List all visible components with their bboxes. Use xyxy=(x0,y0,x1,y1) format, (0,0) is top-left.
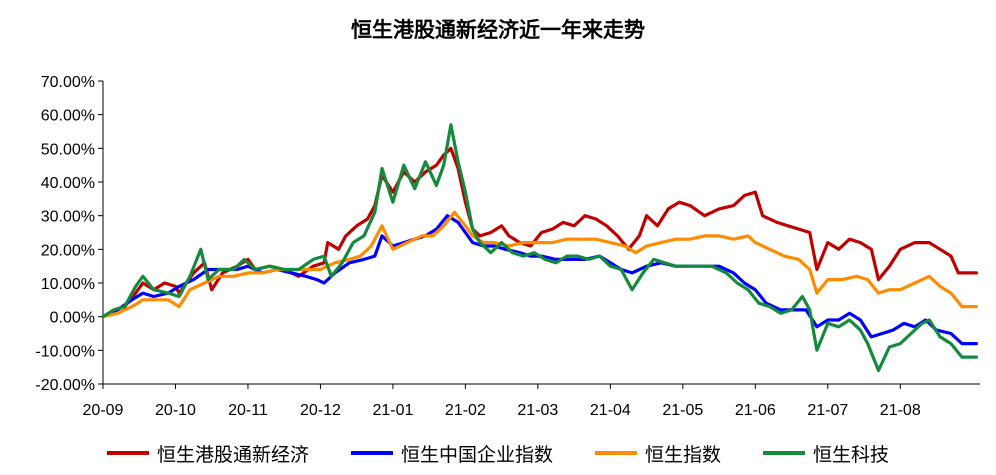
y-tick-label: 10.00% xyxy=(41,276,95,293)
x-tick-label: 21-08 xyxy=(880,402,921,419)
legend-item: 恒生港股通新经济 xyxy=(106,440,309,467)
series-line-3 xyxy=(101,123,978,373)
y-tick-label: 20.00% xyxy=(41,242,95,259)
x-tick-label: 21-03 xyxy=(517,402,558,419)
x-tick-label: 21-01 xyxy=(372,402,413,419)
legend-item: 恒生中国企业指数 xyxy=(350,440,553,467)
legend-label: 恒生中国企业指数 xyxy=(400,443,553,466)
series-line-2 xyxy=(101,210,978,319)
legend-label: 恒生科技 xyxy=(813,443,890,466)
legend-item: 恒生科技 xyxy=(763,440,889,467)
legend-swatch xyxy=(763,451,806,455)
legend: 恒生港股通新经济 恒生中国企业指数 恒生指数 恒生科技 xyxy=(0,438,996,468)
legend-label: 恒生指数 xyxy=(645,443,722,466)
legend-item: 恒生指数 xyxy=(595,440,721,467)
chart-title: 恒生港股通新经济近一年来走势 xyxy=(351,18,645,42)
x-tick-label: 20-11 xyxy=(228,402,268,419)
x-tick-label: 21-02 xyxy=(445,402,486,419)
line-chart: 70.00% 60.00% 50.00% 40.00% 30.00% 20.00% 10.0… xyxy=(35,74,980,419)
x-tick-label: 20-12 xyxy=(300,402,341,419)
axes: 70.00% 60.00% 50.00% 40.00% 30.00% 20.00% 10.0… xyxy=(35,74,980,419)
x-tick-label: 21-06 xyxy=(735,402,776,419)
legend-swatch xyxy=(350,451,393,455)
y-tick-label: -10.00% xyxy=(35,343,95,360)
y-tick-label: 50.00% xyxy=(41,141,95,158)
x-tick-label: 21-07 xyxy=(807,402,848,419)
legend-swatch xyxy=(106,451,149,455)
y-tick-label: -20.00% xyxy=(35,377,95,394)
y-tick-label: 40.00% xyxy=(41,175,95,192)
legend-swatch xyxy=(595,451,637,455)
x-tick-label: 20-10 xyxy=(155,402,196,419)
series-layer xyxy=(101,123,978,373)
y-tick-label: 60.00% xyxy=(41,108,95,125)
y-tick-label: 0.00% xyxy=(50,310,95,327)
x-tick-label: 21-05 xyxy=(662,402,703,419)
series-line-0 xyxy=(101,146,978,319)
y-tick-label: 30.00% xyxy=(41,209,95,226)
x-tick-label: 20-09 xyxy=(83,402,124,419)
legend-label: 恒生港股通新经济 xyxy=(156,443,309,466)
y-tick-label: 70.00% xyxy=(41,74,95,91)
x-tick-label: 21-04 xyxy=(590,402,631,419)
